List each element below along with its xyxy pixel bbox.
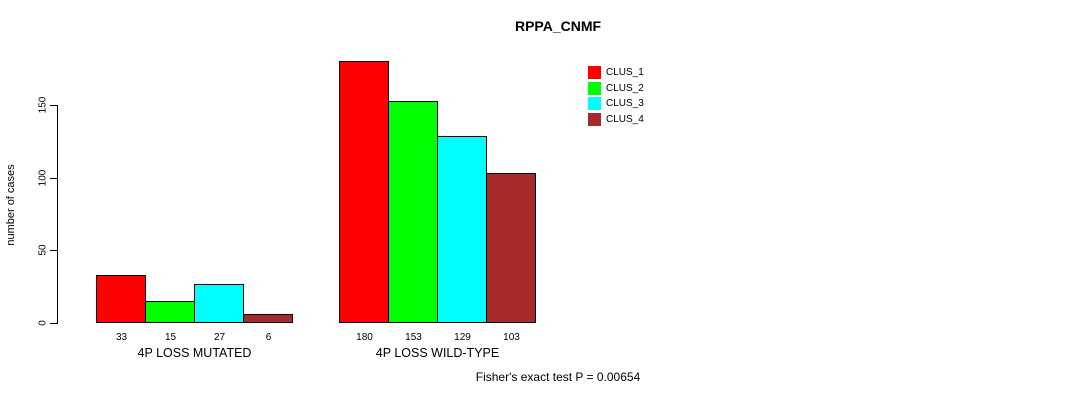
legend-item: CLUS_2: [588, 81, 644, 95]
y-axis-label: number of cases: [5, 164, 17, 246]
legend-label: CLUS_1: [606, 67, 644, 78]
bar-value-label: 103: [503, 332, 520, 343]
y-tick: [50, 178, 57, 179]
y-tick-label: 0: [37, 320, 49, 326]
legend-item: CLUS_1: [588, 66, 644, 79]
legend-item: CLUS_4: [588, 112, 644, 126]
bar-clus_4: [243, 314, 293, 323]
legend-label: CLUS_2: [606, 82, 644, 94]
chart-title: RPPA_CNMF: [514, 18, 602, 34]
bar-value-label: 33: [115, 332, 128, 343]
legend: CLUS_1 CLUS_2 CLUS_3 CLUS_4: [588, 66, 644, 128]
y-tick: [50, 105, 57, 106]
y-tick-label: 50: [37, 244, 49, 256]
y-tick-label: 100: [37, 169, 49, 187]
y-axis-line: [57, 105, 58, 324]
group-label: 4P LOSS MUTATED: [137, 346, 252, 360]
bar-clus_3: [437, 136, 487, 323]
bar-value-label: 153: [405, 332, 422, 343]
legend-label: CLUS_4: [606, 113, 644, 125]
legend-item: CLUS_3: [588, 97, 644, 110]
bar-clus_1: [96, 275, 146, 323]
legend-swatch-clus_2: [588, 81, 601, 95]
bar-value-label: 6: [265, 332, 272, 343]
bar-clus_4: [486, 173, 536, 323]
y-tick: [50, 323, 57, 324]
bar-value-label: 15: [164, 332, 177, 343]
bar-clus_2: [145, 301, 195, 323]
bar-value-label: 180: [356, 332, 373, 343]
bar-clus_2: [388, 101, 438, 323]
legend-swatch-clus_3: [588, 97, 601, 110]
legend-swatch-clus_1: [588, 66, 601, 79]
legend-label: CLUS_3: [606, 98, 644, 109]
y-tick-label: 150: [37, 96, 49, 114]
bar-value-label: 129: [454, 332, 471, 343]
bar-value-label: 27: [213, 332, 226, 343]
annotation-text: Fisher's exact test P = 0.00654: [475, 370, 641, 384]
legend-swatch-clus_4: [588, 112, 601, 126]
y-tick: [50, 250, 57, 251]
bar-clus_1: [339, 61, 389, 323]
group-label: 4P LOSS WILD-TYPE: [375, 346, 500, 360]
bar-clus_3: [194, 284, 244, 323]
